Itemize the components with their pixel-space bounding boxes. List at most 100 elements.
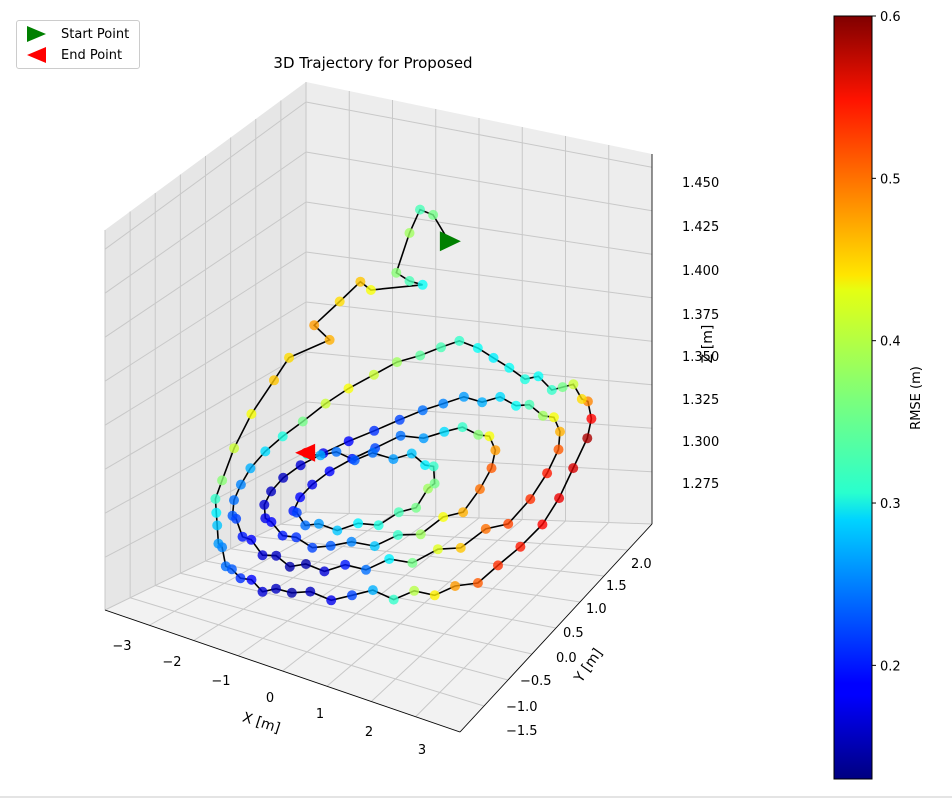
legend: Start Point End Point [16,20,140,69]
trajectory-point [284,352,294,363]
x-tick-label: 1 [316,707,324,722]
trajectory-point [245,463,256,474]
trajectory-point [307,542,318,553]
trajectory-point [217,542,228,553]
bottom-divider [0,796,952,798]
trajectory-point [582,433,593,444]
trajectory-point [305,586,316,597]
trajectory-point [367,585,378,596]
trajectory-point [515,541,526,552]
grid-left-horizontal [104,151,307,294]
trajectory-point [229,443,240,454]
trajectory-point [394,414,405,425]
trajectory-point [297,416,308,427]
trajectory-point [436,342,446,353]
grid-floor-x [415,522,610,718]
trajectory-point [488,352,499,363]
trajectory-point [300,520,311,531]
legend-label-end: End Point [61,47,123,63]
legend-entry-start: Start Point [25,24,129,44]
grid-back-horizontal [305,201,653,255]
trajectory-point [415,204,425,215]
trajectory-point [334,296,345,307]
trajectory-point [454,335,465,346]
x-tick-label: 0 [266,691,274,706]
colorbar-ticks: 0.2 0.3 0.4 0.5 0.6 [872,10,901,674]
trajectory-point [484,431,495,442]
trajectory-points [210,204,597,606]
trajectory-point [554,493,565,504]
trajectory-point [524,399,535,410]
trajectory-point [367,447,378,458]
trajectory-point [326,595,337,606]
pane-floor [105,512,652,732]
y-tick-label: −1.0 [506,700,538,715]
trajectory-point [246,409,257,419]
trajectory-point [432,544,443,555]
z-tick-label: 1.350 [682,350,719,365]
trajectory-point [568,379,579,390]
trajectory-point [212,520,223,531]
trajectory-point [404,276,415,286]
trajectory-point [537,519,548,530]
trajectory-point [576,394,587,404]
trajectory-point [260,446,271,457]
trajectory-point [291,507,302,518]
trajectory-point [548,412,559,423]
trajectory-point [259,499,270,510]
trajectory-point [511,400,521,411]
trajectory-point [393,507,404,518]
grid-floor-y [230,548,581,603]
x-tick-label: −2 [162,655,181,670]
trajectory-point [458,391,469,402]
y-tick-label: 2.0 [631,557,652,572]
trajectory-point [277,431,288,442]
trajectory-point [229,495,239,506]
z-axis-label: Z [m] [700,325,716,364]
trajectory-point [533,371,544,382]
trajectory-point [295,460,306,471]
grid-back-horizontal [305,451,653,473]
end-point-marker [295,443,316,462]
trajectory-point [315,450,326,461]
trajectory-point [269,375,279,386]
trajectory-point [495,391,506,402]
trajectory-point [286,587,297,598]
colorbar-tick-label: 0.5 [880,172,901,187]
trajectory-point [319,566,330,577]
trajectory-point [277,530,288,541]
trajectory-point [392,530,403,540]
trajectory-point [210,493,221,504]
trajectory-point [309,320,320,331]
grid-left-horizontal [104,301,307,426]
trajectory-point [557,382,568,393]
y-tick-label: 1.0 [586,602,607,617]
trajectory-point [369,541,380,552]
trajectory-point [347,590,357,601]
z-tick-label: 1.400 [682,264,719,279]
z-tick-label: 1.275 [682,477,719,492]
trajectory-point [546,385,557,395]
trajectory-point [407,557,418,568]
x-axis-line [104,609,461,733]
trajectory-point [392,357,402,368]
trajectory-point [420,460,431,471]
trajectory-point [429,590,440,601]
end-point-icon [27,47,46,63]
trajectory-point [438,512,449,522]
trajectory-point [300,559,311,569]
z-tick-label: 1.375 [682,308,719,323]
x-tick-label: −1 [211,674,230,689]
trajectory-point [568,463,579,474]
grid-floor-x [370,520,566,702]
trajectory-point [384,554,395,564]
trajectory-point [349,455,360,466]
y-tick-label: 0.5 [563,626,584,641]
trajectory-point [455,542,466,553]
z-tick-label: 1.325 [682,393,719,408]
trajectory-point [355,276,366,287]
x-tick-label: 2 [365,725,373,740]
grid-floor-x [326,519,523,687]
trajectory-point [555,426,565,437]
